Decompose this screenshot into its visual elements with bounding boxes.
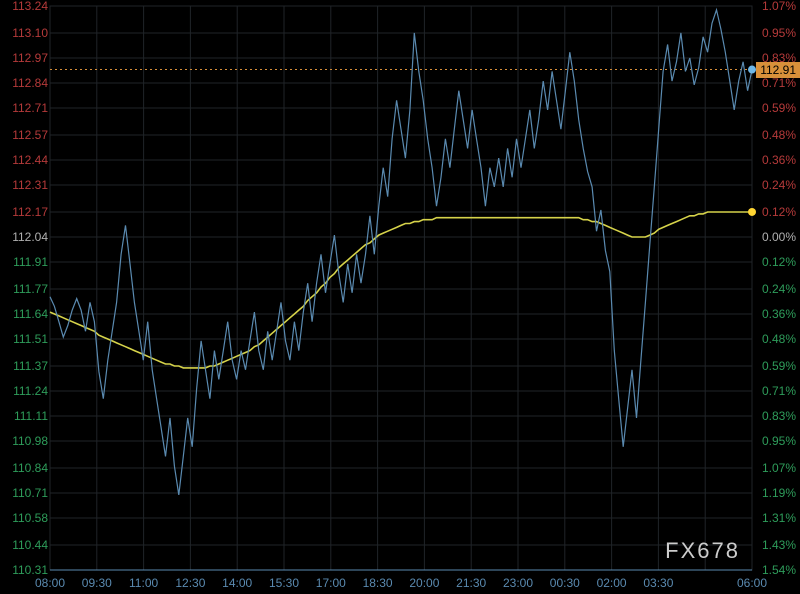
- y-axis-left-label: 111.91: [0, 256, 48, 268]
- y-axis-left-label: 112.17: [0, 206, 48, 218]
- y-axis-right-label: 0.00%: [752, 231, 800, 243]
- y-axis-right-label: 0.48%: [752, 333, 800, 345]
- y-axis-left-label: 110.71: [0, 487, 48, 499]
- x-axis-label: 11:00: [129, 576, 158, 590]
- x-axis-label: 09:30: [82, 576, 112, 590]
- y-axis-left-label: 112.97: [0, 52, 48, 64]
- y-axis-left-label: 110.84: [0, 462, 48, 474]
- y-axis-left-label: 111.64: [0, 308, 48, 320]
- chart-plot-area: [0, 0, 800, 594]
- y-axis-left-label: 111.24: [0, 385, 48, 397]
- x-axis-label: 18:30: [363, 576, 393, 590]
- y-axis-right-label: 0.59%: [752, 102, 800, 114]
- y-axis-left-label: 111.77: [0, 283, 48, 295]
- x-axis-label: 06:00: [737, 576, 767, 590]
- y-axis-right-label: 1.43%: [752, 539, 800, 551]
- y-axis-left-label: 110.98: [0, 435, 48, 447]
- x-axis-label: 00:30: [550, 576, 580, 590]
- y-axis-right-label: 0.24%: [752, 283, 800, 295]
- x-axis-label: 17:00: [316, 576, 346, 590]
- y-axis-left-label: 112.31: [0, 179, 48, 191]
- y-axis-right-label: 0.95%: [752, 27, 800, 39]
- y-axis-left-label: 110.44: [0, 539, 48, 551]
- y-axis-right-label: 0.71%: [752, 77, 800, 89]
- y-axis-right-label: 0.48%: [752, 129, 800, 141]
- y-axis-right-label: 1.54%: [752, 564, 800, 576]
- y-axis-left-label: 110.31: [0, 564, 48, 576]
- x-axis-label: 02:00: [597, 576, 627, 590]
- y-axis-right-label: 0.24%: [752, 179, 800, 191]
- watermark: FX678: [665, 538, 740, 564]
- y-axis-left-label: 113.24: [0, 0, 48, 12]
- y-axis-right-label: 0.12%: [752, 256, 800, 268]
- x-axis-label: 14:00: [222, 576, 252, 590]
- y-axis-right-label: 0.12%: [752, 206, 800, 218]
- y-axis-left-label: 110.58: [0, 512, 48, 524]
- y-axis-left-label: 112.04: [0, 231, 48, 243]
- y-axis-right-label: 0.71%: [752, 385, 800, 397]
- y-axis-left-label: 111.51: [0, 333, 48, 345]
- y-axis-right-label: 1.07%: [752, 0, 800, 12]
- y-axis-right-label: 0.36%: [752, 154, 800, 166]
- y-axis-left-label: 112.84: [0, 77, 48, 89]
- y-axis-left-label: 111.37: [0, 360, 48, 372]
- y-axis-right-label: 0.83%: [752, 410, 800, 422]
- y-axis-right-label: 0.83%: [752, 52, 800, 64]
- y-axis-right-label: 0.95%: [752, 435, 800, 447]
- y-axis-left-label: 112.44: [0, 154, 48, 166]
- y-axis-left-label: 112.57: [0, 129, 48, 141]
- y-axis-right-label: 1.31%: [752, 512, 800, 524]
- x-axis-label: 15:30: [269, 576, 299, 590]
- y-axis-right-label: 1.19%: [752, 487, 800, 499]
- x-axis-label: 21:30: [456, 576, 486, 590]
- x-axis-label: 03:30: [643, 576, 673, 590]
- x-axis-label: 20:00: [409, 576, 439, 590]
- y-axis-left-label: 112.71: [0, 102, 48, 114]
- y-axis-right-label: 0.36%: [752, 308, 800, 320]
- x-axis-label: 08:00: [35, 576, 65, 590]
- y-axis-right-label: 0.59%: [752, 360, 800, 372]
- x-axis-label: 12:30: [175, 576, 205, 590]
- y-axis-left-label: 113.10: [0, 27, 48, 39]
- price-chart: FX678 112.91 113.241.07%113.100.95%112.9…: [0, 0, 800, 594]
- y-axis-left-label: 111.11: [0, 410, 48, 422]
- x-axis-label: 23:00: [503, 576, 533, 590]
- y-axis-right-label: 1.07%: [752, 462, 800, 474]
